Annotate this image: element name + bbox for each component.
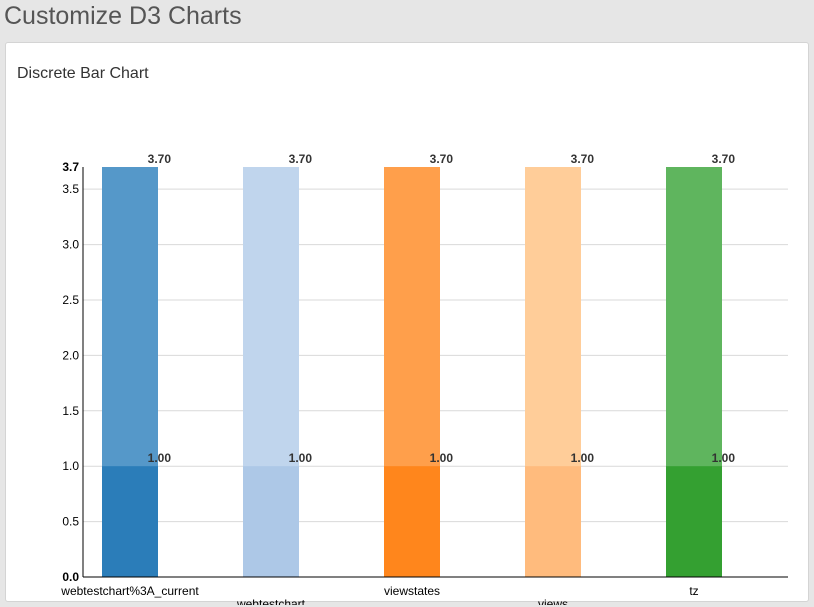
x-tick-label: webtestchart%3A_current [60, 584, 199, 598]
chart-title: Discrete Bar Chart [17, 65, 149, 82]
x-tick-label: viewstates [384, 584, 440, 598]
y-tick-label: 0.5 [62, 515, 79, 529]
data-label: 3.70 [430, 152, 454, 166]
x-tick-label: views [538, 597, 568, 605]
data-label: 1.00 [571, 451, 595, 465]
bar-views-overlay [525, 466, 581, 577]
labels: 3.701.003.701.003.701.003.701.003.701.00… [60, 152, 735, 605]
page-title: Customize D3 Charts [4, 2, 242, 30]
data-label: 3.70 [712, 152, 736, 166]
data-label: 1.00 [712, 451, 736, 465]
y-tick-label: 2.5 [62, 293, 79, 307]
y-tick-label: 0.0 [62, 570, 79, 584]
x-tick-label: webtestchart [236, 597, 306, 605]
y-tick-label: 1.0 [62, 459, 79, 473]
y-tick-label: 1.5 [62, 404, 79, 418]
y-tick-label: 2.0 [62, 348, 79, 362]
data-label: 1.00 [148, 451, 172, 465]
bars [102, 167, 722, 577]
chart-panel: Discrete Bar Chart 0.0 0.5 1.0 1.5 2.0 2.5 3.0… [5, 42, 809, 605]
axes: 0.0 0.5 1.0 1.5 2.0 2.5 3.0 3.5 3.7 [62, 160, 788, 584]
y-tick-label: 3.7 [62, 160, 79, 174]
bar-viewstates-overlay [384, 466, 440, 577]
y-tick-label: 3.0 [62, 238, 79, 252]
data-label: 3.70 [289, 152, 313, 166]
bar-webtestchart-overlay [243, 466, 299, 577]
data-label: 1.00 [430, 451, 454, 465]
y-tick-label: 3.5 [62, 182, 79, 196]
bar-webtestchart%3A_current-overlay [102, 466, 158, 577]
data-label: 3.70 [148, 152, 172, 166]
data-label: 3.70 [571, 152, 595, 166]
discrete-bar-chart: 0.0 0.5 1.0 1.5 2.0 2.5 3.0 3.5 3.7 3.70 1.00 3.70… [60, 152, 788, 605]
bar-tz-overlay [666, 466, 722, 577]
x-tick-label: tz [689, 584, 698, 598]
data-label: 1.00 [289, 451, 313, 465]
